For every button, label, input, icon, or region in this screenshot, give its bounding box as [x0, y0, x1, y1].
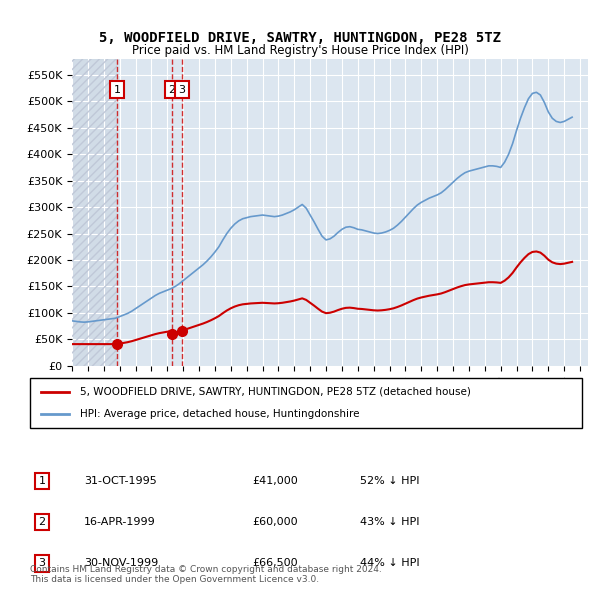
Text: 43% ↓ HPI: 43% ↓ HPI [360, 517, 419, 527]
Text: 1: 1 [113, 85, 121, 94]
Text: 3: 3 [38, 559, 46, 568]
Bar [72, 59, 117, 366]
Text: 2: 2 [169, 85, 175, 94]
Text: 31-OCT-1995: 31-OCT-1995 [84, 476, 157, 486]
Text: 44% ↓ HPI: 44% ↓ HPI [360, 559, 419, 568]
Text: £66,500: £66,500 [252, 559, 298, 568]
Text: 1: 1 [38, 476, 46, 486]
Text: Contains HM Land Registry data © Crown copyright and database right 2024.
This d: Contains HM Land Registry data © Crown c… [30, 565, 382, 584]
Text: 30-NOV-1999: 30-NOV-1999 [84, 559, 158, 568]
Text: Price paid vs. HM Land Registry's House Price Index (HPI): Price paid vs. HM Land Registry's House … [131, 44, 469, 57]
Text: £60,000: £60,000 [252, 517, 298, 527]
Text: 2: 2 [38, 517, 46, 527]
Text: 52% ↓ HPI: 52% ↓ HPI [360, 476, 419, 486]
Text: 3: 3 [178, 85, 185, 94]
Text: HPI: Average price, detached house, Huntingdonshire: HPI: Average price, detached house, Hunt… [80, 409, 359, 419]
Text: 5, WOODFIELD DRIVE, SAWTRY, HUNTINGDON, PE28 5TZ: 5, WOODFIELD DRIVE, SAWTRY, HUNTINGDON, … [99, 31, 501, 45]
FancyBboxPatch shape [30, 378, 582, 428]
Text: 16-APR-1999: 16-APR-1999 [84, 517, 156, 527]
Text: £41,000: £41,000 [252, 476, 298, 486]
Text: 5, WOODFIELD DRIVE, SAWTRY, HUNTINGDON, PE28 5TZ (detached house): 5, WOODFIELD DRIVE, SAWTRY, HUNTINGDON, … [80, 386, 470, 396]
